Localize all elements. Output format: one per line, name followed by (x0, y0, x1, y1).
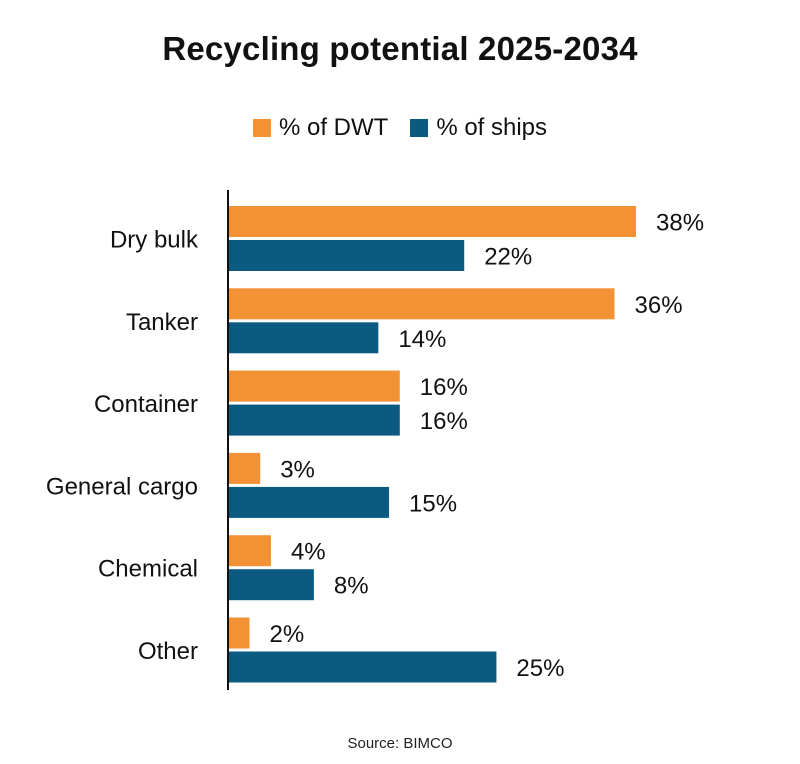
category-label-chemical: Chemical (98, 556, 198, 583)
bar-chemical-ships (228, 569, 314, 601)
bar-tanker-dwt (228, 288, 615, 320)
source-note: Source: BIMCO (347, 735, 453, 752)
bar-tanker-ships (228, 322, 379, 354)
data-label-other-dwt: 2% (269, 621, 304, 648)
bar-other-ships (228, 651, 497, 683)
legend: % of DWT % of ships (0, 114, 800, 142)
category-label-general-cargo: General cargo (46, 473, 198, 500)
chart-title: Recycling potential 2025-2034 (162, 30, 638, 67)
bar-general-cargo-ships (228, 486, 390, 518)
data-label-other-ships: 25% (516, 655, 564, 682)
data-label-chemical-ships: 8% (334, 573, 369, 600)
legend-label-ships: % of ships (436, 114, 548, 141)
data-label-container-dwt: 16% (420, 374, 468, 401)
category-label-tanker: Tanker (126, 309, 198, 336)
category-label-dry-bulk: Dry bulk (110, 227, 199, 254)
bar-other-dwt (228, 617, 250, 649)
legend-item-ships: % of ships (410, 114, 547, 142)
bar-dry-bulk-dwt (228, 206, 636, 237)
legend-label-dwt: % of DWT (278, 114, 389, 141)
category-label-other: Other (138, 638, 198, 665)
data-label-chemical-dwt: 4% (291, 539, 326, 566)
bar-general-cargo-dwt (228, 452, 261, 484)
data-label-dry-bulk-ships: 22% (484, 244, 532, 271)
bar-chemical-dwt (228, 535, 271, 567)
data-label-dry-bulk-dwt: 38% (656, 210, 704, 237)
data-label-tanker-dwt: 36% (635, 292, 683, 319)
category-label-container: Container (94, 391, 198, 418)
legend-item-dwt: % of DWT (252, 114, 389, 142)
data-label-container-ships: 16% (420, 408, 468, 435)
bar-container-dwt (228, 370, 400, 402)
bar-container-ships (228, 404, 400, 436)
legend-swatch-ships (410, 119, 429, 137)
bar-dry-bulk-ships (228, 240, 465, 271)
data-label-general-cargo-ships: 15% (409, 490, 457, 517)
data-label-general-cargo-dwt: 3% (280, 456, 315, 483)
data-label-tanker-ships: 14% (398, 326, 446, 353)
legend-swatch-dwt (252, 119, 271, 137)
